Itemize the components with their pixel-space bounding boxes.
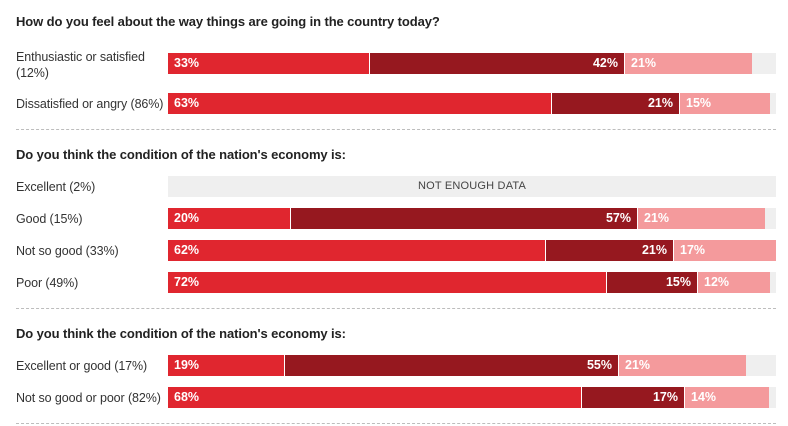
bar-value-label: 68% xyxy=(174,390,200,404)
bar-segment: 21% xyxy=(624,53,752,74)
bar-track: 20% 57% 21% xyxy=(168,208,776,229)
bar-segment: 15% xyxy=(679,93,770,114)
bar-value-label: 20% xyxy=(174,211,200,225)
bar-track: 33% 42% 21% xyxy=(168,53,776,74)
section-divider xyxy=(16,129,776,130)
bar-segment: 15% xyxy=(606,272,697,293)
bar-segment: 62% xyxy=(168,240,545,261)
bar-segment: 21% xyxy=(637,208,765,229)
bar-segment: 68% xyxy=(168,387,581,408)
section-divider xyxy=(16,308,776,309)
bar-value-label: 14% xyxy=(691,390,717,404)
bar-segment: 20% xyxy=(168,208,290,229)
bar-value-label: 15% xyxy=(665,275,691,289)
bar-track: NOT ENOUGH DATA xyxy=(168,176,776,197)
bar-track: 63% 21% 15% xyxy=(168,93,776,114)
bar-value-label: 33% xyxy=(174,56,200,70)
row-label: Excellent (2%) xyxy=(16,180,96,194)
bar-segment: 33% xyxy=(168,53,369,74)
section-divider xyxy=(16,423,776,424)
bar-track: 19% 55% 21% xyxy=(168,355,776,376)
row-label: Not so good (33%) xyxy=(16,244,119,258)
row-label: Not so good or poor (82%) xyxy=(16,391,161,405)
bar-value-label: 21% xyxy=(641,243,667,257)
bar-segment: 19% xyxy=(168,355,284,376)
bar-value-label: 21% xyxy=(625,358,651,372)
bar-track: 62% 21% 17% xyxy=(168,240,776,261)
bar-value-label: 21% xyxy=(647,96,673,110)
bar-segment: 21% xyxy=(545,240,673,261)
bar-value-label: 19% xyxy=(174,358,200,372)
bar-segment: 21% xyxy=(551,93,679,114)
bar-value-label: 21% xyxy=(644,211,670,225)
bar-segment: 17% xyxy=(581,387,684,408)
bar-segment: 17% xyxy=(673,240,776,261)
section-title: Do you think the condition of the nation… xyxy=(16,147,346,162)
row-label: Good (15%) xyxy=(16,212,83,226)
row-label: Poor (49%) xyxy=(16,276,79,290)
section-title: How do you feel about the way things are… xyxy=(16,14,440,29)
bar-value-label: 12% xyxy=(704,275,730,289)
bar-value-label: 62% xyxy=(174,243,200,257)
bar-segment: 57% xyxy=(290,208,637,229)
no-data-label: NOT ENOUGH DATA xyxy=(417,180,527,192)
bar-segment: 42% xyxy=(369,53,624,74)
bar-segment: 14% xyxy=(684,387,769,408)
bar-segment: 12% xyxy=(697,272,770,293)
bar-value-label: 15% xyxy=(686,96,712,110)
bar-segment: 63% xyxy=(168,93,551,114)
row-label: Enthusiastic or satisfied (12%) xyxy=(16,50,145,80)
bar-value-label: 72% xyxy=(174,275,200,289)
bar-track: 68% 17% 14% xyxy=(168,387,776,408)
bar-segment: 55% xyxy=(284,355,618,376)
row-label: Excellent or good (17%) xyxy=(16,359,148,373)
row-label: Dissatisfied or angry (86%) xyxy=(16,97,164,111)
bar-value-label: 57% xyxy=(605,211,631,225)
bar-value-label: 63% xyxy=(174,96,200,110)
bar-segment: 21% xyxy=(618,355,746,376)
bar-value-label: 17% xyxy=(652,390,678,404)
bar-track: 72% 15% 12% xyxy=(168,272,776,293)
bar-value-label: 21% xyxy=(631,56,657,70)
bar-value-label: 42% xyxy=(592,56,618,70)
bar-segment: 72% xyxy=(168,272,606,293)
bar-value-label: 17% xyxy=(680,243,706,257)
bar-value-label: 55% xyxy=(586,358,612,372)
section-title: Do you think the condition of the nation… xyxy=(16,326,346,341)
